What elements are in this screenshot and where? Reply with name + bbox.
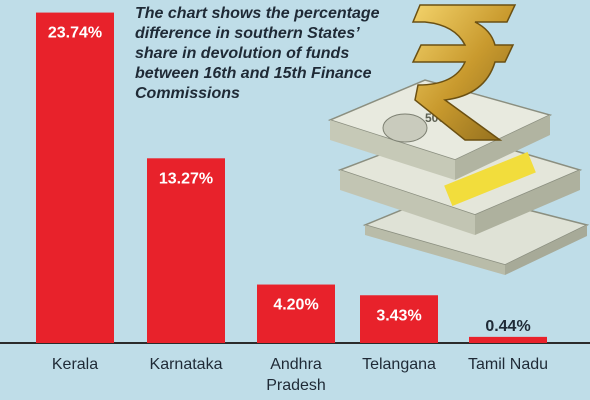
money-illustration: 500	[327, 4, 590, 275]
value-label: 4.20%	[273, 297, 318, 314]
category-label: Kerala	[52, 356, 98, 373]
chart-caption: The chart shows the percentage differenc…	[135, 5, 380, 102]
bar-andhra-pradesh	[257, 284, 335, 343]
bar-kerala	[36, 12, 114, 343]
bar-telangana	[360, 295, 438, 343]
category-label: Tamil Nadu	[468, 356, 548, 373]
value-label: 0.44%	[485, 318, 530, 335]
bar-tamil-nadu	[469, 336, 547, 343]
category-label: Telangana	[362, 356, 436, 373]
rupee-symbol-icon	[411, 4, 517, 141]
value-labels-group: 23.74% 13.27% 4.20% 3.43% 0.44%	[48, 25, 531, 335]
category-labels-group: Kerala Karnataka Andhra Pradesh Telangana Tam…	[52, 356, 548, 394]
value-label: 23.74%	[48, 25, 102, 42]
category-label: Karnataka	[150, 356, 223, 373]
value-label: 3.43%	[376, 307, 421, 324]
bar-karnataka	[147, 158, 225, 343]
bars-group	[36, 12, 547, 343]
value-label: 13.27%	[159, 170, 213, 187]
category-label: Andhra Pradesh	[266, 356, 326, 394]
